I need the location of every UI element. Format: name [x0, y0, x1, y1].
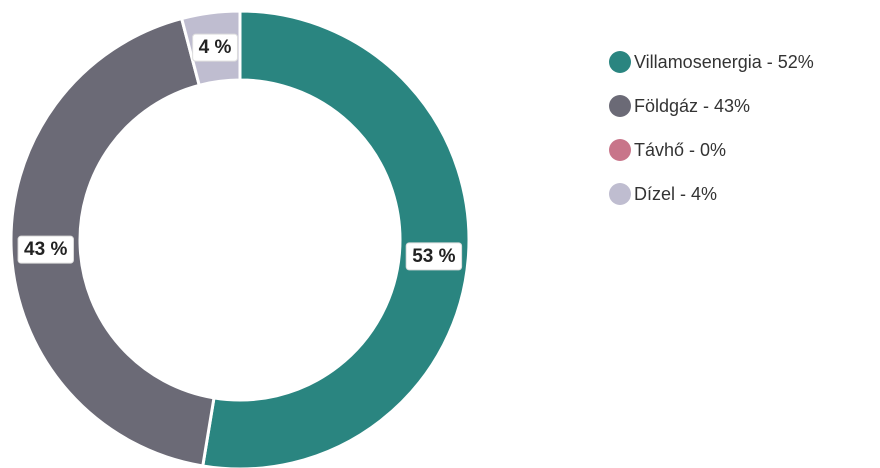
data-label: 43 %	[17, 235, 74, 264]
data-label-text: 43 %	[24, 239, 67, 260]
legend-label: Dízel - 4%	[634, 184, 717, 204]
data-label: 53 %	[405, 242, 463, 271]
slice	[201, 9, 471, 468]
data-label-text: 53 %	[412, 246, 455, 267]
legend-label: Villamosenergia - 52%	[634, 52, 814, 72]
legend-label: Távhő - 0%	[634, 140, 726, 160]
data-label-box	[405, 242, 463, 271]
legend-marker	[609, 139, 631, 161]
legend-marker	[609, 183, 631, 205]
data-label: 4 %	[192, 33, 238, 62]
data-label-box	[192, 33, 238, 62]
legend-marker	[609, 51, 631, 73]
legend-marker	[609, 95, 631, 117]
data-label-text: 4 %	[199, 37, 232, 58]
legend-label: Földgáz - 43%	[634, 96, 750, 116]
slice	[9, 16, 216, 468]
data-label-box	[17, 235, 74, 264]
